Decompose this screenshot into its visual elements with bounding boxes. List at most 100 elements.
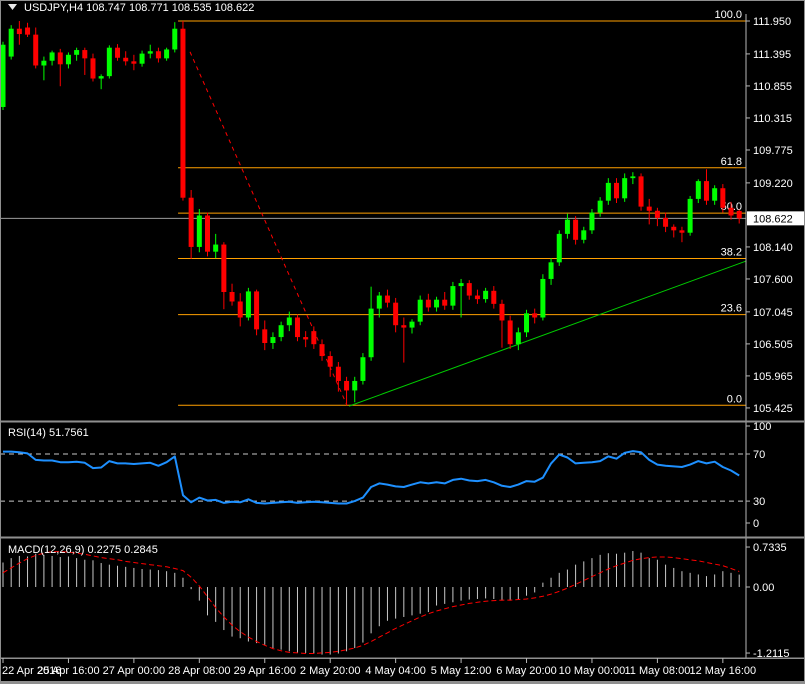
candle-body (196, 215, 202, 247)
candle-body (229, 292, 235, 302)
candle-body (188, 197, 194, 247)
candle-body (564, 219, 570, 234)
candle-body (450, 286, 456, 306)
candle-body (540, 278, 546, 318)
candle (270, 332, 276, 349)
candle-body (736, 210, 742, 219)
candle (671, 224, 677, 238)
candle (254, 289, 260, 336)
candle (409, 319, 415, 334)
candle-body (254, 291, 260, 330)
candle-body (458, 283, 464, 287)
candle (98, 74, 104, 90)
price-axis-label: 105.425 (753, 403, 793, 415)
candle-body (155, 51, 161, 59)
candle-body (57, 52, 63, 65)
candle (393, 297, 399, 333)
candle-body (524, 313, 530, 333)
pane-separator[interactable] (0, 420, 805, 423)
candle-body (597, 200, 603, 213)
candle-body (589, 212, 595, 231)
candle (515, 327, 521, 351)
candle-body (654, 210, 660, 218)
candle-body (131, 61, 137, 64)
candle-body (33, 34, 39, 66)
axes-layer: 111.950 111.395 110.855 110.315 109.775 109.2… (0, 14, 805, 677)
candle (720, 184, 726, 213)
candle-body (360, 357, 366, 381)
pane-separator[interactable] (0, 657, 805, 660)
price-axis-label: 109.220 (753, 178, 793, 190)
candle-body (507, 320, 513, 345)
candle (360, 353, 366, 385)
candle (376, 292, 382, 318)
candle-body (221, 244, 227, 293)
candle-body (663, 217, 669, 227)
window-bottom-edge[interactable] (0, 681, 805, 684)
candle (638, 173, 644, 211)
rsi-line (3, 450, 740, 505)
candle (25, 22, 31, 38)
fib-label: 61.8 (721, 156, 742, 168)
candle-body (409, 321, 415, 328)
time-axis-label: 22 Apr 2016 (2, 665, 61, 677)
candle (311, 326, 317, 349)
candle (728, 201, 734, 220)
candle (123, 51, 129, 66)
candle-body (728, 207, 734, 216)
rsi-axis-label: 70 (753, 449, 765, 461)
candle-body (491, 290, 497, 304)
rsi-indicator-label: RSI(14) 51.7561 (8, 427, 89, 439)
time-axis-label: 27 Apr 00:00 (103, 665, 165, 677)
candle (736, 209, 742, 224)
candle (213, 233, 219, 259)
candle (164, 47, 170, 61)
candle-body (106, 47, 112, 77)
candle (16, 21, 22, 45)
candle (663, 212, 669, 233)
candle (524, 309, 530, 338)
candle (458, 278, 464, 318)
pane-separator[interactable] (0, 536, 805, 539)
candle-body (286, 317, 292, 326)
rsi-axis-label: 0 (753, 518, 759, 530)
macd-axis-label: 0.7335 (753, 542, 787, 554)
candle-body (303, 337, 309, 340)
price-axis-label: 107.600 (753, 274, 793, 286)
candle (196, 208, 202, 253)
candle (679, 226, 685, 243)
candle-body (499, 303, 505, 321)
candle (687, 195, 693, 236)
candle (65, 52, 71, 69)
candle-body (311, 331, 317, 345)
candle (434, 296, 440, 312)
candle (622, 173, 628, 202)
candle-body (74, 50, 80, 55)
time-axis-label: 5 May 12:00 (431, 665, 492, 677)
candle (548, 258, 554, 285)
candle-body (679, 230, 685, 233)
candle (401, 317, 407, 363)
fib-label: 0.0 (727, 393, 742, 405)
candle-body (483, 290, 489, 300)
candle-body (638, 176, 644, 207)
candle-body (41, 60, 47, 66)
candle-body (262, 329, 268, 343)
current-price-value: 108.622 (753, 213, 793, 225)
candle-body (319, 344, 325, 357)
symbol-dropdown-icon[interactable] (8, 4, 17, 10)
candle-body (123, 57, 129, 62)
candle-body (82, 50, 88, 59)
price-axis-label: 109.775 (753, 145, 793, 157)
time-axis-label: 11 May 08:00 (624, 665, 690, 677)
candle (245, 287, 251, 321)
candle-body (335, 366, 341, 381)
candle (180, 21, 186, 201)
candle (712, 185, 718, 205)
trendline-ascending-support[interactable] (348, 260, 746, 407)
candle (155, 47, 161, 63)
candle (507, 315, 513, 349)
candle-body (352, 380, 358, 391)
candle-body (712, 188, 718, 201)
